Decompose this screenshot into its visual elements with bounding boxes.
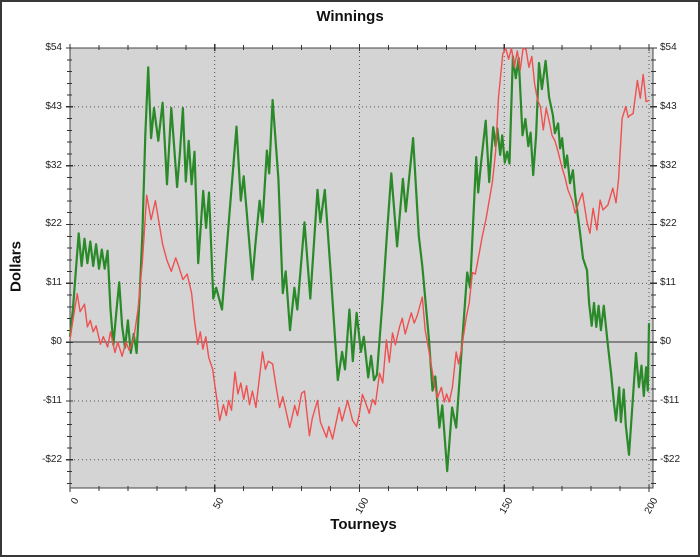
y-tick-label: $54 — [45, 42, 62, 53]
y-tick-label: $0 — [660, 336, 672, 348]
y-tick-label: $0 — [50, 336, 62, 348]
y-tick-label: $54 — [660, 42, 677, 53]
y-tick-label: -$11 — [660, 394, 680, 406]
y-tick-label: -$22 — [41, 453, 62, 465]
plot-frame — [69, 47, 654, 489]
y-tick-label: $32 — [660, 159, 677, 171]
y-tick-label: -$11 — [42, 394, 62, 406]
y-tick-label: $22 — [660, 218, 677, 230]
x-axis-title: Tourneys — [330, 516, 397, 533]
y-tick-label: -$22 — [660, 453, 681, 465]
chart-title: Winnings — [316, 8, 384, 25]
red-line-series — [69, 47, 650, 440]
y-tick-label: $22 — [45, 218, 62, 230]
plot-background — [70, 48, 653, 488]
y-tick-label: $43 — [45, 100, 62, 112]
y-tick-label: $11 — [660, 277, 676, 289]
y-tick-label: $43 — [660, 100, 677, 112]
y-tick-label: $32 — [45, 159, 62, 171]
green-line-series — [68, 55, 651, 473]
y-tick-label: $11 — [46, 277, 62, 289]
